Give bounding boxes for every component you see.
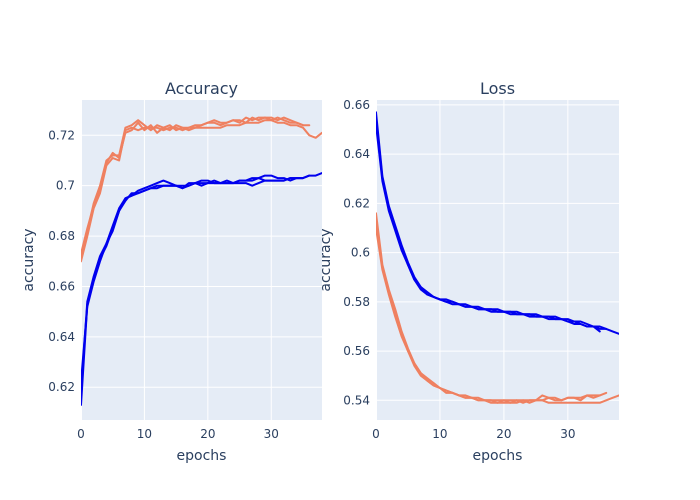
x-axis-title: epochs (473, 448, 523, 464)
y-tick-label: 0.62 (48, 380, 75, 394)
y-tick-label: 0.56 (343, 344, 370, 358)
x-tick-label: 20 (200, 427, 215, 441)
chart-panel-2: 0.54 0.56 0.58 0.6 0.62 0.64 0.66 0 10 20 30 Loss ep… (318, 79, 619, 464)
y-tick-label: 0.6 (351, 246, 370, 260)
y-tick-label: 0.64 (48, 330, 75, 344)
series-line (376, 227, 601, 404)
plot-area (376, 100, 619, 420)
y-tick-label: 0.7 (56, 179, 75, 193)
y-tick-label: 0.58 (343, 295, 370, 309)
x-tick-label: 0 (372, 427, 380, 441)
chart-title: Loss (480, 79, 515, 98)
series-line (376, 111, 619, 335)
x-tick-label: 30 (264, 427, 279, 441)
y-tick-label: 0.64 (343, 147, 370, 161)
y-tick-label: 0.66 (48, 279, 75, 293)
series-line (376, 123, 601, 333)
x-axis-title: epochs (177, 448, 227, 464)
x-tick-label: 10 (137, 427, 152, 441)
chart-panel-1: 0.62 0.64 0.66 0.68 0.7 0.72 0 10 20 30 Accuracy ep… (21, 79, 322, 464)
series-line (81, 177, 304, 384)
x-tick-label: 30 (560, 427, 575, 441)
chart-title: Accuracy (165, 79, 238, 98)
x-tick-label: 10 (432, 427, 447, 441)
plot-area (81, 100, 322, 420)
y-tick-label: 0.72 (48, 128, 75, 142)
y-axis-title: accuracy (21, 228, 37, 291)
series-line (81, 116, 304, 255)
y-axis-title: accuracy (318, 228, 334, 291)
y-tick-label: 0.66 (343, 98, 370, 112)
y-tick-label: 0.54 (343, 393, 370, 407)
y-tick-label: 0.62 (343, 196, 370, 210)
x-tick-label: 20 (496, 427, 511, 441)
x-tick-label: 0 (77, 427, 85, 441)
y-tick-label: 0.68 (48, 229, 75, 243)
